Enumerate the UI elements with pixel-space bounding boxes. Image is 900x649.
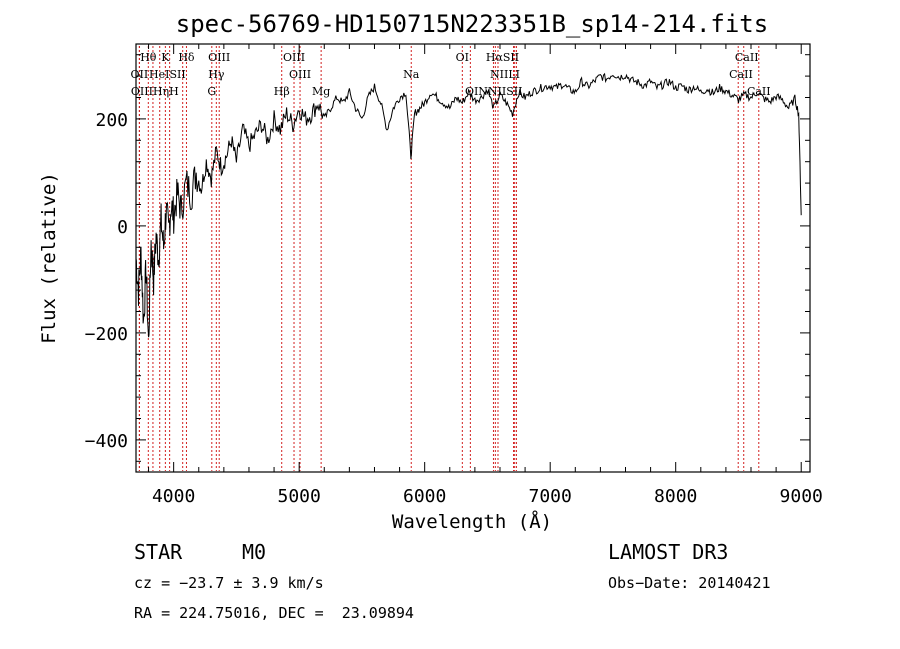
survey-name: LAMOST DR3: [608, 540, 729, 564]
line-label-3: OIII: [208, 51, 230, 64]
object-subclass: M0: [242, 540, 267, 564]
line-label-0: Hθ: [140, 51, 157, 64]
line-label-6: HαSII: [486, 51, 519, 64]
line-label-2: Hδ: [178, 51, 195, 64]
line-label-15: OIIIHηH: [131, 85, 179, 98]
line-label-9: HeISII: [149, 68, 186, 81]
x-axis-label: Wavelength (Å): [392, 510, 552, 533]
radial-velocity: cz = −23.7 ± 3.9 km/s: [134, 574, 324, 592]
x-tick-label-5000: 5000: [277, 486, 320, 507]
object-class: STAR: [134, 540, 183, 564]
line-label-1: K: [161, 51, 170, 64]
line-label-14: CaII: [729, 68, 753, 81]
x-tick-label-7000: 7000: [529, 486, 572, 507]
spectral-line-labels: Hθ K Hδ OIII OIII OI HαSII CaII OII HeISII Hγ OIII N…: [131, 51, 771, 98]
line-label-7: CaII: [735, 51, 759, 64]
line-label-11: OIII: [289, 68, 311, 81]
x-tick-label-4000: 4000: [152, 486, 195, 507]
chart-title: spec-56769-HD150715N223351B_sp14-214.fit…: [176, 10, 768, 38]
line-label-12: Na: [403, 68, 420, 81]
coordinates: RA = 224.75016, DEC = 23.09894: [134, 604, 414, 622]
y-tick-label-0: 0: [117, 217, 128, 238]
y-axis: −400 −200 0 200: [85, 54, 810, 462]
y-tick-label-200: 200: [95, 110, 128, 131]
line-label-16: G: [207, 85, 216, 98]
x-tick-label-8000: 8000: [654, 486, 697, 507]
y-tick-label--200: −200: [85, 324, 128, 345]
line-label-4: OIII: [283, 51, 305, 64]
observation-date: Obs−Date: 20140421: [608, 574, 771, 592]
line-label-5: OI: [456, 51, 469, 64]
line-label-20: CaII: [747, 85, 771, 98]
line-label-10: Hγ: [208, 68, 225, 81]
line-label-18: Mg: [312, 85, 330, 98]
line-label-19: OINNIISII: [465, 85, 523, 98]
y-axis-label: Flux (relative): [38, 172, 60, 344]
line-label-8: OII: [131, 68, 149, 81]
y-tick-label--400: −400: [85, 431, 128, 452]
x-tick-label-6000: 6000: [403, 486, 446, 507]
x-axis: 4000 5000 6000 7000 8000 9000: [148, 44, 823, 507]
line-label-17: Hβ: [274, 85, 290, 98]
x-tick-label-9000: 9000: [780, 486, 823, 507]
line-label-13: NIILI: [490, 68, 520, 81]
plot-frame: [135, 43, 811, 473]
spectral-line-markers: [138, 46, 760, 471]
spectrum-line: [135, 72, 802, 338]
